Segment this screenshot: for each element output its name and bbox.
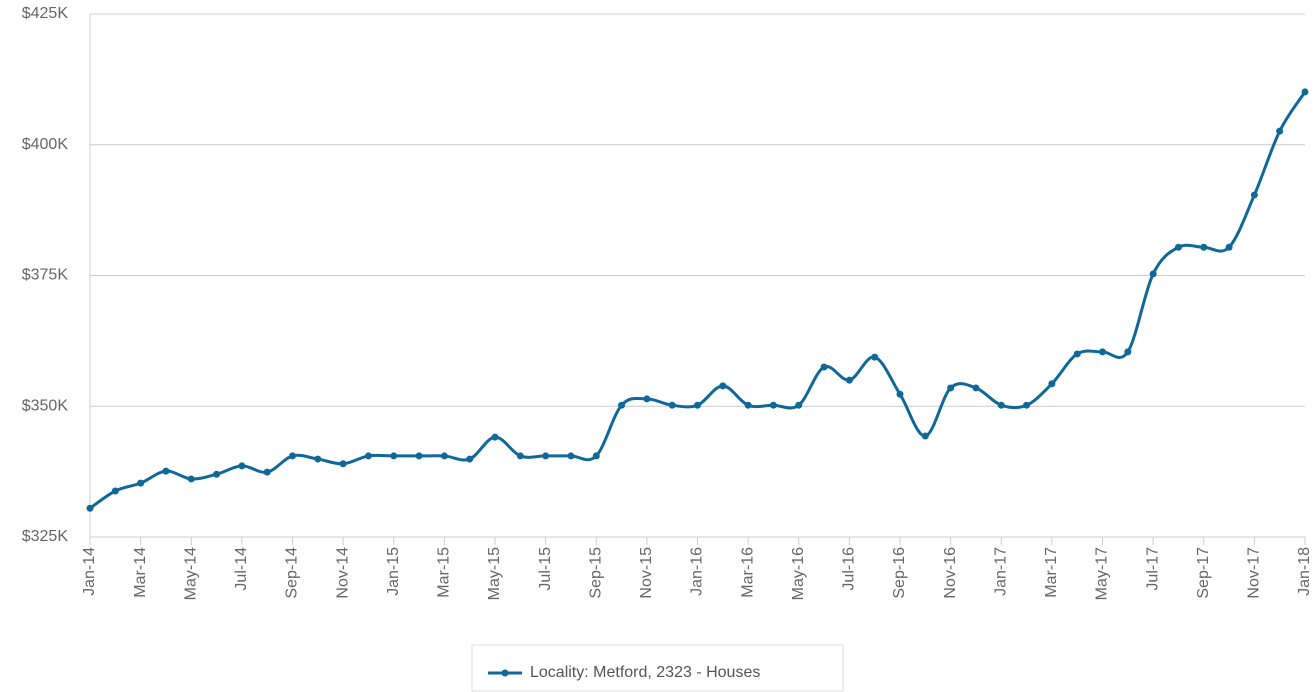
point (592, 452, 600, 460)
point (1225, 243, 1233, 251)
point (440, 452, 448, 460)
point (997, 401, 1005, 409)
point (1276, 127, 1284, 135)
x-tick-label: Sep-17 (1195, 547, 1212, 599)
point (1073, 350, 1081, 358)
point (1124, 348, 1132, 356)
point (947, 384, 955, 392)
x-tick-label: Sep-14 (284, 547, 301, 599)
legend-box (471, 644, 844, 692)
series-line (89, 91, 1307, 510)
point (263, 468, 271, 476)
point (668, 401, 676, 409)
point (618, 401, 626, 409)
point (972, 384, 980, 392)
point (795, 401, 803, 409)
point (137, 479, 145, 487)
x-tick-label: Jul-16 (841, 547, 858, 591)
x-tick-label: Jan-18 (1296, 547, 1313, 596)
y-tick-label: $350K (22, 397, 69, 414)
point (213, 470, 221, 478)
point (1200, 243, 1208, 251)
point (415, 452, 423, 460)
x-tick-label: Jul-14 (233, 547, 250, 591)
y-tick-label: $400K (22, 136, 69, 153)
point (162, 467, 170, 475)
x-tick-label: Jan-14 (81, 547, 98, 596)
point (694, 401, 701, 409)
point (845, 376, 853, 384)
x-tick-label: May-14 (182, 547, 199, 600)
x-tick-label: Nov-17 (1246, 547, 1263, 599)
point (769, 401, 777, 409)
x-tick-label: Sep-15 (587, 547, 604, 599)
point (516, 452, 524, 460)
x-tick-label: Sep-16 (891, 547, 908, 599)
x-tick-label: Jan-16 (689, 547, 706, 596)
x-tick-label: May-17 (1094, 547, 1111, 600)
x-tick-label: May-16 (790, 547, 807, 600)
point (1174, 243, 1182, 251)
point (1023, 401, 1031, 409)
x-tick-label: May-15 (486, 547, 503, 600)
point (643, 395, 651, 403)
point (1301, 88, 1309, 96)
x-tick-label: Nov-16 (942, 547, 959, 599)
legend-label: Locality: Metford, 2323 - Houses (530, 664, 760, 681)
point (1250, 191, 1258, 199)
x-tick-label: Nov-15 (638, 547, 655, 599)
y-tick-label: $325K (22, 528, 69, 545)
x-tick-label: Jul-17 (1144, 547, 1161, 591)
point (820, 363, 828, 371)
point (187, 475, 195, 483)
y-tick-label: $375K (22, 267, 69, 284)
x-tick-label: Jan-17 (992, 547, 1009, 596)
point (1099, 348, 1106, 356)
point (1048, 380, 1056, 388)
x-tick-label: Nov-14 (334, 547, 351, 599)
x-tick-label: Mar-17 (1043, 547, 1060, 598)
y-tick-label: $425K (22, 5, 69, 22)
point (896, 390, 904, 398)
point (390, 452, 398, 460)
point (744, 401, 752, 409)
point (238, 462, 246, 470)
x-tick-label: Mar-16 (739, 547, 756, 598)
point (314, 455, 322, 463)
legend-marker (501, 669, 509, 677)
x-tick-label: Mar-14 (132, 547, 149, 598)
point (491, 433, 499, 441)
x-tick-label: Jan-15 (385, 547, 402, 596)
x-tick-label: Mar-15 (436, 547, 453, 598)
point (111, 487, 119, 495)
point (871, 353, 879, 361)
point (567, 452, 575, 460)
point (1149, 270, 1157, 278)
point (921, 432, 929, 440)
point (364, 452, 372, 460)
point (719, 382, 727, 390)
point (86, 504, 94, 512)
point (542, 452, 550, 460)
point (289, 452, 296, 460)
x-tick-label: Jul-15 (537, 547, 554, 591)
point (339, 460, 347, 468)
point (466, 455, 474, 463)
